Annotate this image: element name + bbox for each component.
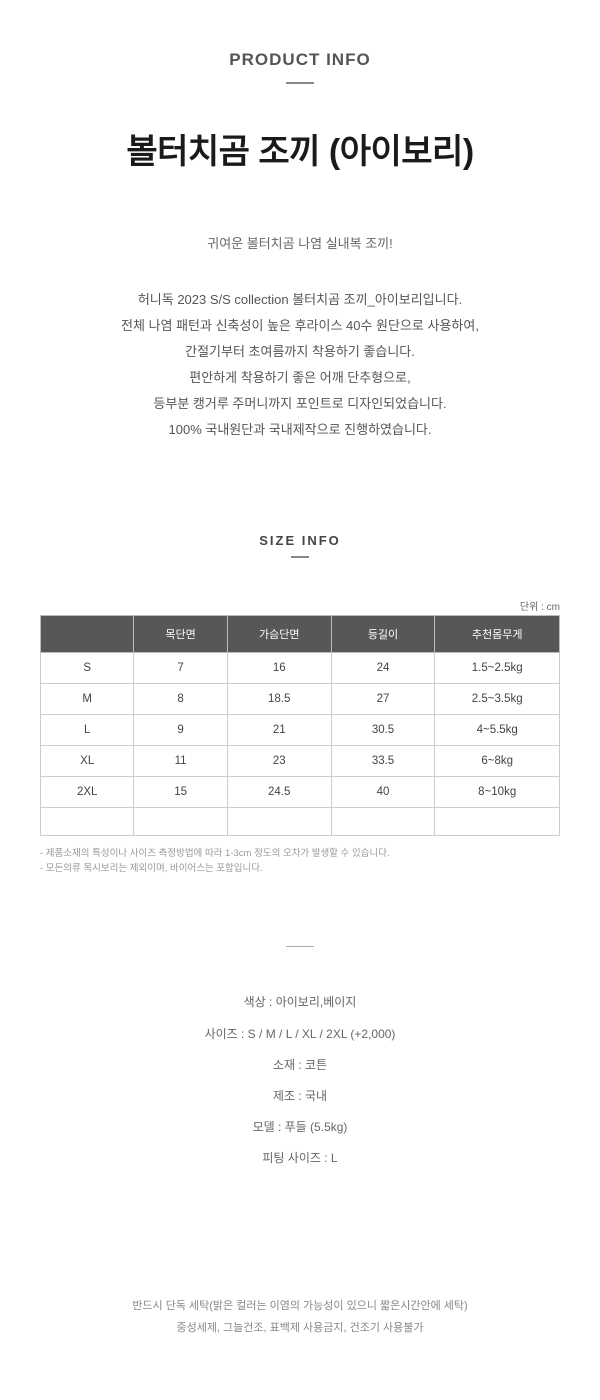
table-header-cell: 등길이 [331,616,435,653]
table-cell: 6~8kg [435,746,560,777]
table-cell: M [41,684,134,715]
table-cell: 11 [134,746,227,777]
table-cell: 4~5.5kg [435,715,560,746]
table-cell: 23 [227,746,331,777]
details-block: 색상 : 아이보리,베이지 사이즈 : S / M / L / XL / 2XL… [40,987,560,1174]
table-row: L 9 21 30.5 4~5.5kg [41,715,560,746]
size-section-label: SIZE INFO [40,533,560,548]
table-row: 2XL 15 24.5 40 8~10kg [41,777,560,808]
section-underline [286,82,314,84]
description-line: 편안하게 착용하기 좋은 어깨 단추형으로, [40,365,560,391]
intro-line: 귀여운 볼터치곰 나염 실내복 조끼! [40,233,560,252]
table-cell: 30.5 [331,715,435,746]
description-line: 허니독 2023 S/S collection 볼터치곰 조끼_아이보리입니다. [40,287,560,313]
table-cell: S [41,653,134,684]
detail-line: 색상 : 아이보리,베이지 [40,987,560,1018]
table-header-cell [41,616,134,653]
size-underline [291,556,309,558]
details-divider [286,946,314,947]
table-cell: L [41,715,134,746]
size-table: 목단면 가슴단면 등길이 추천몸무게 S 7 16 24 1.5~2.5kg M… [40,615,560,836]
care-line: 중성세제, 그늘건조, 표백제 사용금지, 건조기 사용불가 [40,1317,560,1339]
table-cell: 21 [227,715,331,746]
description-line: 100% 국내원단과 국내제작으로 진행하였습니다. [40,417,560,443]
table-cell: 15 [134,777,227,808]
table-footnotes: - 제품소재의 특성이나 사이즈 측정방법에 따라 1-3cm 정도의 오차가 … [40,846,560,876]
detail-line: 소재 : 코튼 [40,1050,560,1081]
table-cell: 2.5~3.5kg [435,684,560,715]
table-header-cell: 추천몸무게 [435,616,560,653]
description-block: 허니독 2023 S/S collection 볼터치곰 조끼_아이보리입니다.… [40,287,560,443]
table-cell: 2XL [41,777,134,808]
table-cell: 7 [134,653,227,684]
table-cell: 24.5 [227,777,331,808]
unit-note: 단위 : cm [40,598,560,613]
table-cell: 33.5 [331,746,435,777]
product-title: 볼터치곰 조끼 (아이보리) [40,124,560,173]
description-line: 등부분 캥거루 주머니까지 포인트로 디자인되었습니다. [40,391,560,417]
table-cell: 40 [331,777,435,808]
table-cell: 16 [227,653,331,684]
table-cell: 1.5~2.5kg [435,653,560,684]
footnote-line: - 모든의류 목시보리는 제외이며, 바이어스는 포함입니다. [40,861,560,876]
table-row: M 8 18.5 27 2.5~3.5kg [41,684,560,715]
table-cell: 27 [331,684,435,715]
table-header-row: 목단면 가슴단면 등길이 추천몸무게 [41,616,560,653]
detail-line: 사이즈 : S / M / L / XL / 2XL (+2,000) [40,1019,560,1050]
table-cell: 8~10kg [435,777,560,808]
table-empty-row [41,808,560,836]
table-header-cell: 목단면 [134,616,227,653]
section-label: PRODUCT INFO [40,50,560,70]
description-line: 간절기부터 초여름까지 착용하기 좋습니다. [40,339,560,365]
table-cell: XL [41,746,134,777]
description-line: 전체 나염 패턴과 신축성이 높은 후라이스 40수 원단으로 사용하여, [40,313,560,339]
footnote-line: - 제품소재의 특성이나 사이즈 측정방법에 따라 1-3cm 정도의 오차가 … [40,846,560,861]
detail-line: 제조 : 국내 [40,1081,560,1112]
care-line: 반드시 단독 세탁(밝은 컬러는 이염의 가능성이 있으니 짧은시간안에 세탁) [40,1295,560,1317]
table-row: S 7 16 24 1.5~2.5kg [41,653,560,684]
table-cell: 8 [134,684,227,715]
table-cell: 24 [331,653,435,684]
table-row: XL 11 23 33.5 6~8kg [41,746,560,777]
table-cell: 18.5 [227,684,331,715]
detail-line: 피팅 사이즈 : L [40,1143,560,1174]
detail-line: 모델 : 푸들 (5.5kg) [40,1112,560,1143]
table-cell: 9 [134,715,227,746]
care-notes: 반드시 단독 세탁(밝은 컬러는 이염의 가능성이 있으니 짧은시간안에 세탁)… [40,1295,560,1339]
table-header-cell: 가슴단면 [227,616,331,653]
